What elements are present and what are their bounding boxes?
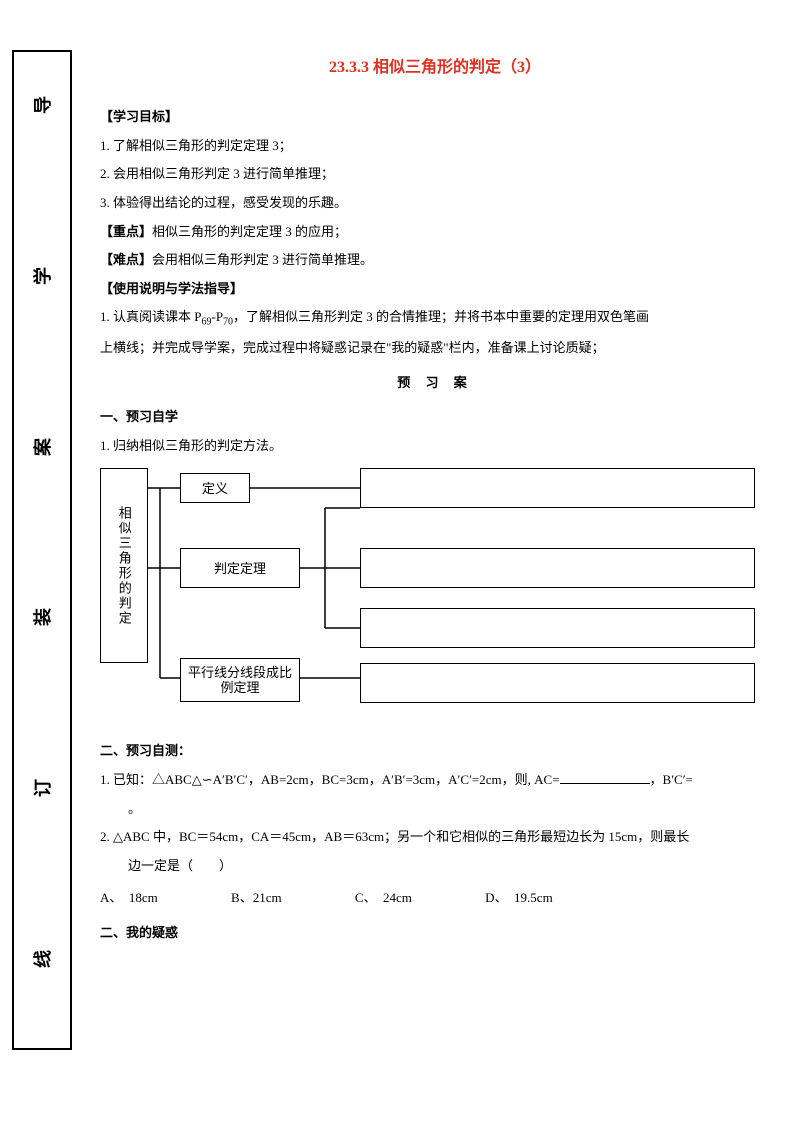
question-1-cont: 。 [100, 795, 770, 824]
usage-line: 上横线；并完成导学案，完成过程中将疑惑记录在"我的疑惑"栏内，准备课上讨论质疑； [100, 334, 770, 363]
binding-char: 导 [29, 96, 55, 114]
nandian-line: 【难点】会用相似三角形判定 3 进行简单推理。 [100, 246, 770, 275]
binding-char: 学 [29, 267, 55, 285]
option-b: B、21cm [231, 884, 282, 913]
option-d: D、 19.5cm [485, 884, 553, 913]
question-2-options: A、 18cm B、21cm C、 24cm D、 19.5cm [100, 884, 770, 913]
page-content: 23.3.3 相似三角形的判定（3） 【学习目标】 1. 了解相似三角形的判定定… [100, 50, 770, 947]
nandian-text: 会用相似三角形判定 3 进行简单推理。 [152, 252, 373, 267]
option-a: A、 18cm [100, 884, 158, 913]
goal-item: 2. 会用相似三角形判定 3 进行简单推理； [100, 160, 770, 189]
zhongdian-line: 【重点】相似三角形的判定定理 3 的应用； [100, 218, 770, 247]
binding-char: 装 [29, 608, 55, 626]
diagram-node-definition: 定义 [180, 473, 250, 503]
diagram-node-parallel: 平行线分线段成比例定理 [180, 658, 300, 702]
usage-text: ，了解相似三角形判定 3 的合情推理；并将书本中重要的定理用双色笔画 [233, 309, 649, 324]
diagram-answer-box [360, 548, 755, 588]
nandian-label: 【难点】 [100, 252, 152, 267]
diagram-node-theorem: 判定定理 [180, 548, 300, 588]
question-2-cont: 边一定是（ ） [100, 852, 770, 881]
zhongdian-text: 相似三角形的判定定理 3 的应用； [152, 224, 347, 239]
option-c: C、 24cm [355, 884, 412, 913]
zhongdian-label: 【重点】 [100, 224, 152, 239]
q1-text: ，B′C′= [650, 772, 693, 787]
goals-heading: 【学习目标】 [100, 103, 770, 132]
question-2: 2. △ABC 中，BC＝54cm，CA＝45cm，AB＝63cm；另一个和它相… [100, 823, 770, 852]
diagram-root: 相似三角形的判定 [100, 468, 148, 663]
q1-text: 1. 已知：△ABC△∽A′B′C′，AB=2cm，BC=3cm，A′B′=3c… [100, 772, 560, 787]
binding-chars: 导 学 案 装 订 线 [14, 92, 70, 972]
binding-char: 案 [29, 438, 55, 456]
preview-title: 预 习 案 [100, 369, 770, 398]
binding-char: 订 [29, 779, 55, 797]
usage-heading: 【使用说明与学法指导】 [100, 275, 770, 304]
diagram-answer-box [360, 663, 755, 703]
goal-item: 1. 了解相似三角形的判定定理 3； [100, 132, 770, 161]
section-1-heading: 一、预习自学 [100, 403, 770, 432]
binding-margin: 导 学 案 装 订 线 [12, 50, 72, 1050]
blank [560, 770, 650, 784]
page-title: 23.3.3 相似三角形的判定（3） [100, 50, 770, 85]
binding-char: 线 [29, 950, 55, 968]
goal-item: 3. 体验得出结论的过程，感受发现的乐趣。 [100, 189, 770, 218]
section-3-heading: 二、我的疑惑 [100, 919, 770, 948]
section-2-heading: 二、预习自测： [100, 737, 770, 766]
usage-text: -P [211, 309, 223, 324]
section-1-item: 1. 归纳相似三角形的判定方法。 [100, 432, 770, 461]
question-1: 1. 已知：△ABC△∽A′B′C′，AB=2cm，BC=3cm，A′B′=3c… [100, 766, 770, 795]
diagram-answer-box [360, 468, 755, 508]
usage-line: 1. 认真阅读课本 P69-P70，了解相似三角形判定 3 的合情推理；并将书本… [100, 303, 770, 334]
usage-text: 1. 认真阅读课本 P [100, 309, 201, 324]
usage-sub: 70 [223, 317, 233, 328]
diagram-answer-box [360, 608, 755, 648]
usage-sub: 69 [201, 317, 211, 328]
diagram: 相似三角形的判定 定义 判定定理 平行线分线段成比例定理 [100, 468, 760, 723]
